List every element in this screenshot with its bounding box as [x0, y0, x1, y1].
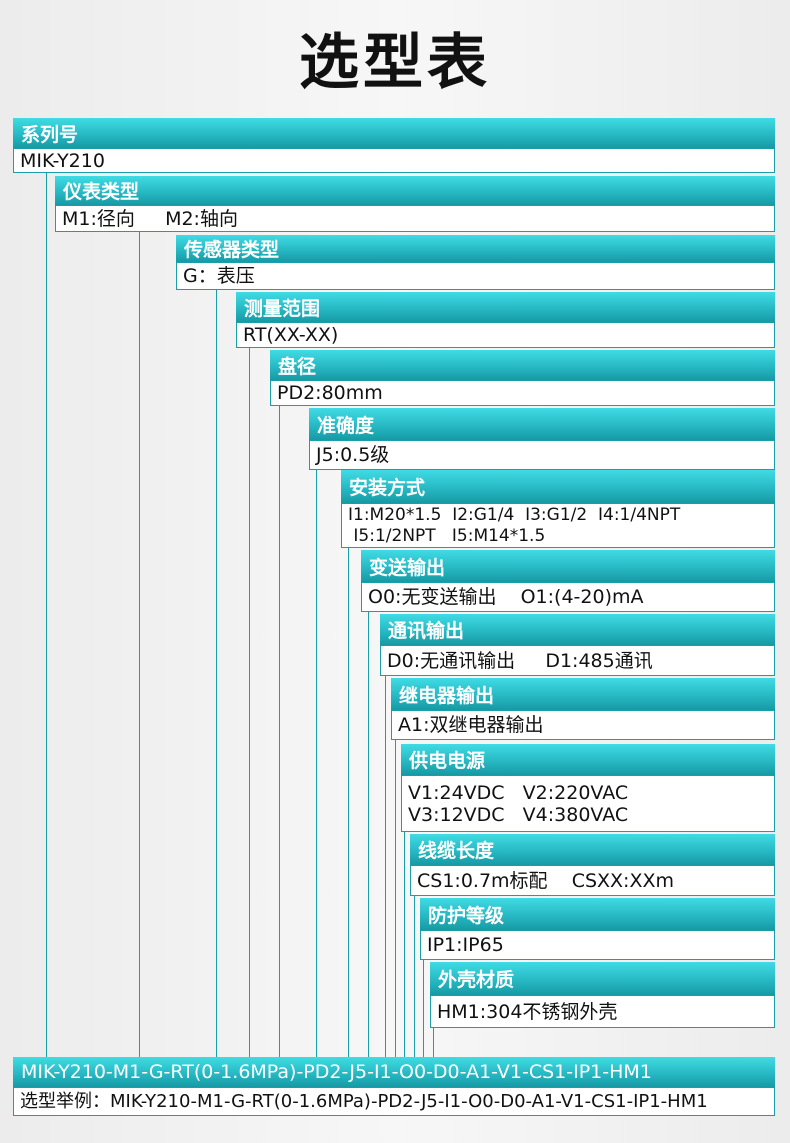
section-header: 继电器输出: [391, 678, 775, 710]
section-options: G：表压: [176, 262, 775, 290]
section-header: 安装方式: [341, 470, 775, 503]
option-line: G：表压: [183, 265, 255, 287]
option-line: V3:12VDC V4:380VAC: [408, 803, 629, 826]
section-header: 线缆长度: [410, 834, 775, 865]
connector-line: [216, 290, 217, 1057]
connector-line: [433, 1028, 434, 1057]
option-line: I5:1/2NPT I5:M14*1.5: [348, 525, 546, 546]
option-line: PD2:80mm: [277, 382, 383, 404]
example-value: MIK-Y210-M1-G-RT(0-1.6MPa)-PD2-J5-I1-O0-…: [110, 1091, 708, 1112]
section-header: 供电电源: [401, 744, 775, 775]
section-options: V1:24VDC V2:220VAC V3:12VDC V4:380VAC: [401, 775, 775, 832]
example-label: 选型举例：: [20, 1091, 110, 1112]
section-header: 准确度: [309, 408, 775, 440]
section-header: 系列号: [13, 118, 775, 148]
option-line: O0:无变送输出 O1:(4-20)mA: [368, 586, 644, 608]
option-line: V1:24VDC V2:220VAC: [408, 781, 629, 804]
section-options: RT(XX-XX): [236, 322, 775, 348]
section-header: 变送输出: [361, 550, 775, 582]
section-options: CS1:0.7m标配 CSXX:XXm: [410, 865, 775, 896]
connector-line: [279, 406, 280, 1057]
section-header: 仪表类型: [55, 176, 775, 205]
section-options: O0:无变送输出 O1:(4-20)mA: [361, 582, 775, 612]
section-header: 盘径: [270, 350, 775, 380]
section-header: 传感器类型: [176, 235, 775, 262]
option-line: HM1:304不锈钢外壳: [437, 1000, 618, 1023]
connector-line: [46, 173, 47, 1057]
section-options: D0:无通讯输出 D1:485通讯: [380, 645, 775, 676]
example-code-bar: MIK-Y210-M1-G-RT(0-1.6MPa)-PD2-J5-I1-O0-…: [13, 1057, 775, 1087]
connector-line: [423, 960, 424, 1057]
connector-line: [395, 740, 396, 1057]
option-line: A1:双继电器输出: [398, 714, 544, 736]
section-options: PD2:80mm: [270, 380, 775, 406]
connector-line: [368, 612, 369, 1057]
page-title: 选型表: [299, 28, 491, 98]
connector-line: [404, 832, 405, 1057]
connector-line: [385, 676, 386, 1057]
option-line: M1:径向 M2:轴向: [62, 207, 238, 230]
section-header: 通讯输出: [380, 614, 775, 645]
section-options: I1:M20*1.5 I2:G1/4 I3:G1/2 I4:1/4NPT I5:…: [341, 503, 775, 548]
section-header: 外壳材质: [430, 962, 775, 995]
option-line: J5:0.5级: [316, 444, 390, 466]
connector-line: [249, 348, 250, 1057]
option-line: D0:无通讯输出 D1:485通讯: [387, 649, 653, 672]
section-options: MIK-Y210: [13, 148, 775, 173]
connector-line: [139, 232, 140, 1057]
section-header: 防护等级: [420, 898, 775, 930]
option-line: CS1:0.7m标配 CSXX:XXm: [417, 869, 675, 892]
section-options: M1:径向 M2:轴向: [55, 205, 775, 232]
section-options: IP1:IP65: [420, 930, 775, 960]
option-line: IP1:IP65: [427, 934, 504, 956]
section-options: J5:0.5级: [309, 440, 775, 470]
connector-line: [348, 548, 349, 1057]
section-header: 测量范围: [236, 292, 775, 322]
option-line: MIK-Y210: [20, 149, 105, 172]
option-line: I1:M20*1.5 I2:G1/4 I3:G1/2 I4:1/4NPT: [348, 504, 681, 525]
section-options: HM1:304不锈钢外壳: [430, 995, 775, 1028]
connector-line: [316, 470, 317, 1057]
option-line: RT(XX-XX): [243, 324, 339, 346]
example-box: 选型举例：MIK-Y210-M1-G-RT(0-1.6MPa)-PD2-J5-I…: [13, 1087, 775, 1116]
connector-line: [414, 896, 415, 1057]
section-options: A1:双继电器输出: [391, 710, 775, 740]
